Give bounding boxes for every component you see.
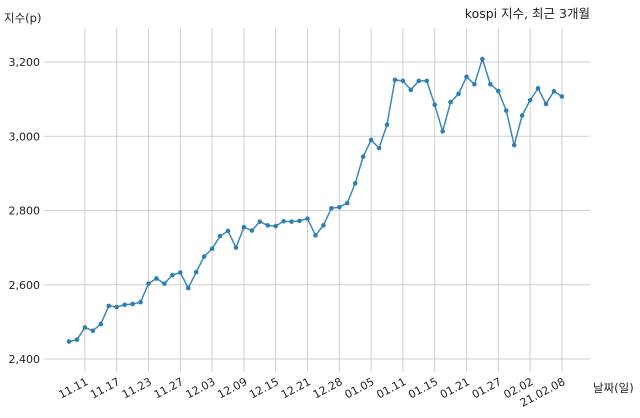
data-point [480, 56, 485, 62]
y-tick-label: 3,000 [9, 130, 41, 143]
data-point [488, 81, 493, 87]
data-point [535, 86, 541, 91]
data-point [297, 218, 302, 224]
data-point [344, 200, 350, 206]
data-point [289, 219, 294, 224]
data-point [376, 145, 382, 151]
data-point [321, 223, 326, 228]
y-axis-label: 지수(p) [4, 11, 41, 25]
data-point [82, 325, 88, 330]
data-point [313, 233, 318, 238]
data-point [90, 328, 96, 334]
x-tick-label: 12.03 [184, 375, 218, 401]
x-tick-label: 12.21 [279, 375, 313, 401]
x-tick-label: 01.11 [374, 375, 408, 401]
data-point [329, 205, 334, 211]
data-point [257, 219, 263, 224]
data-point [408, 87, 414, 93]
data-point [225, 228, 231, 234]
data-point [233, 245, 239, 250]
data-point [503, 108, 509, 113]
data-point [384, 122, 390, 128]
data-point [273, 223, 279, 229]
data-point [519, 113, 525, 118]
data-point [551, 89, 557, 94]
data-point [114, 304, 119, 310]
x-tick-label: 01.27 [470, 375, 504, 401]
data-point [217, 233, 223, 239]
data-point [337, 204, 342, 210]
series-line [68, 56, 563, 343]
data-point [98, 321, 104, 327]
grid-lines [44, 28, 590, 372]
data-point [162, 281, 167, 286]
data-point [281, 218, 286, 224]
y-tick-label: 3,200 [9, 56, 41, 69]
x-tick-label: 01.21 [438, 375, 472, 401]
data-point [241, 224, 247, 230]
data-point [66, 339, 72, 344]
data-point [146, 281, 151, 286]
y-tick-label: 2,800 [9, 205, 41, 218]
data-point [138, 299, 143, 305]
data-point [416, 78, 422, 84]
data-point [424, 78, 430, 84]
x-tick-label: 11.11 [56, 375, 90, 401]
x-tick-label: 12.15 [247, 375, 281, 401]
data-point [185, 285, 191, 291]
data-point [106, 303, 112, 309]
x-tick-label: 11.27 [152, 375, 186, 401]
y-tick-labels: 2,400 2,600 2,800 3,000 3,200 [9, 56, 41, 366]
data-point [130, 301, 135, 307]
data-point [122, 302, 127, 308]
data-points [66, 56, 565, 344]
data-point [265, 223, 271, 228]
data-point [448, 99, 453, 105]
data-point [178, 270, 183, 275]
data-point [496, 88, 501, 94]
data-point [400, 78, 406, 84]
x-tick-label: 12.28 [311, 375, 345, 401]
data-point [249, 228, 255, 233]
x-tick-label: 11.23 [120, 375, 154, 401]
data-point [456, 91, 461, 97]
x-tick-label: 11.17 [88, 375, 122, 401]
data-point [360, 154, 366, 159]
x-tick-labels: 11.1111.1711.2311.2712.0312.0912.1512.21… [56, 375, 567, 409]
data-point [543, 101, 549, 107]
data-point [527, 97, 533, 103]
data-point [209, 246, 215, 252]
data-point [305, 216, 310, 221]
y-tick-label: 2,400 [9, 353, 41, 366]
data-point [193, 269, 199, 275]
data-point [74, 337, 80, 342]
data-point [511, 142, 517, 148]
data-point [392, 77, 398, 83]
x-tick-label: 01.15 [406, 375, 440, 401]
data-point [464, 74, 469, 80]
chart-title: kospi 지수, 최근 3개월 [465, 6, 590, 21]
x-tick-label: 01.05 [343, 375, 377, 401]
x-axis-label: 날짜(일) [593, 381, 634, 395]
data-point [154, 276, 159, 281]
data-point [559, 94, 565, 99]
data-point [170, 272, 175, 278]
data-point [432, 102, 438, 107]
data-point [472, 81, 477, 87]
data-point [440, 129, 445, 134]
data-point [352, 181, 358, 186]
x-tick-label: 12.09 [215, 375, 249, 401]
data-point [368, 137, 374, 143]
data-point [201, 254, 207, 259]
y-tick-label: 2,600 [9, 279, 41, 292]
